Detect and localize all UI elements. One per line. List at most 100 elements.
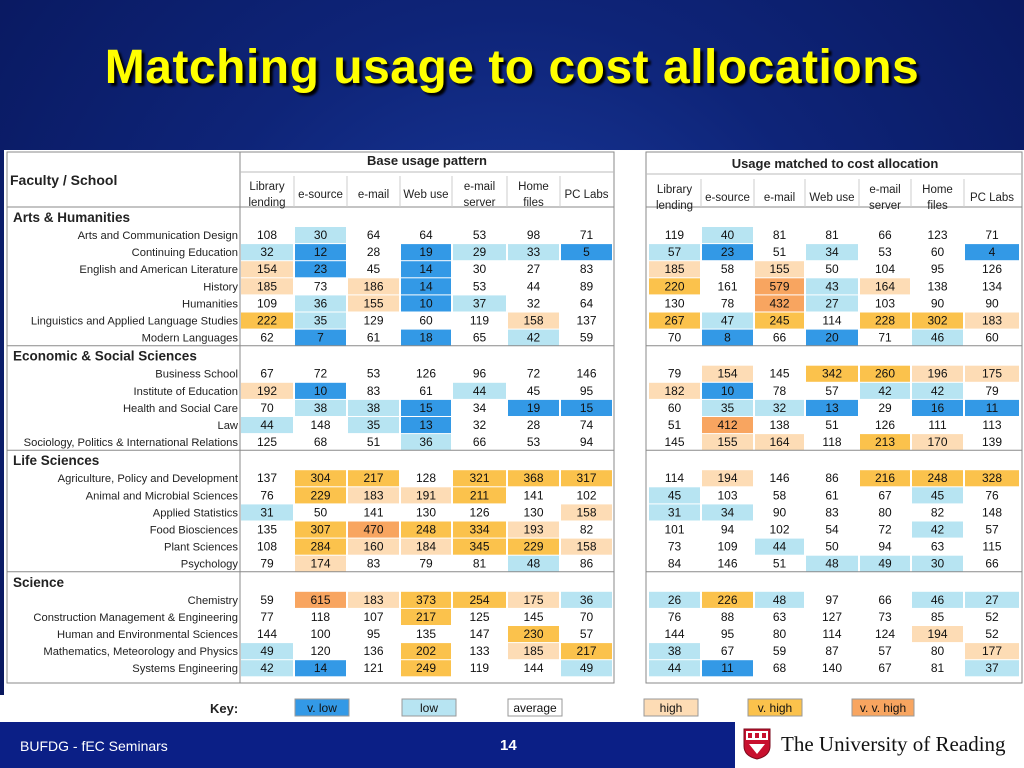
matched-value: 11 bbox=[986, 401, 999, 415]
base-cell bbox=[348, 278, 399, 295]
base-value: 175 bbox=[523, 593, 543, 607]
matched-cell bbox=[912, 329, 963, 346]
faculty-label: Chemistry bbox=[188, 595, 239, 607]
base-cell bbox=[348, 538, 399, 555]
base-value: 36 bbox=[419, 435, 433, 449]
base-value: 183 bbox=[363, 593, 383, 607]
matched-value: 71 bbox=[878, 331, 892, 345]
matched-value: 46 bbox=[931, 331, 945, 345]
base-cell bbox=[453, 295, 506, 312]
base-value: 66 bbox=[473, 435, 487, 449]
matched-value: 139 bbox=[982, 435, 1002, 449]
matched-value: 196 bbox=[927, 367, 947, 381]
base-cell bbox=[453, 591, 506, 608]
base-value: 73 bbox=[314, 279, 328, 293]
base-value: 130 bbox=[523, 505, 543, 519]
faculty-label: Psychology bbox=[181, 559, 239, 571]
base-cell bbox=[561, 399, 612, 416]
matched-cell bbox=[702, 591, 753, 608]
matched-value: 90 bbox=[985, 296, 999, 310]
matched-value: 155 bbox=[769, 262, 789, 276]
key-label: Key: bbox=[210, 701, 238, 716]
matched-cell bbox=[649, 382, 700, 399]
matched-value: 90 bbox=[931, 296, 945, 310]
base-cell bbox=[295, 470, 346, 487]
matched-value: 134 bbox=[982, 279, 1002, 293]
matched-cell bbox=[649, 261, 700, 278]
base-value: 45 bbox=[367, 262, 381, 276]
base-value: 15 bbox=[580, 401, 594, 415]
left-column-header: PC Labs bbox=[564, 189, 608, 201]
base-value: 15 bbox=[419, 401, 433, 415]
matched-value: 148 bbox=[982, 505, 1002, 519]
right-column-header: e-mail bbox=[869, 184, 900, 196]
key-item: high bbox=[660, 701, 683, 715]
base-value: 81 bbox=[473, 557, 487, 571]
matched-value: 51 bbox=[773, 245, 787, 259]
matched-cell bbox=[912, 312, 963, 329]
base-cell bbox=[508, 329, 559, 346]
matched-value: 81 bbox=[825, 228, 839, 242]
base-cell bbox=[348, 399, 399, 416]
matched-value: 27 bbox=[825, 296, 839, 310]
right-column-header: Web use bbox=[809, 192, 854, 204]
base-value: 160 bbox=[363, 540, 383, 554]
key-legend: Key: v. low low average high v. high v. v. hig… bbox=[210, 698, 915, 717]
matched-value: 66 bbox=[773, 331, 787, 345]
matched-value: 20 bbox=[825, 331, 839, 345]
left-column-header: lending bbox=[248, 197, 285, 209]
matched-value: 86 bbox=[825, 471, 839, 485]
base-value: 64 bbox=[419, 228, 433, 242]
matched-value: 31 bbox=[668, 505, 682, 519]
matched-value: 103 bbox=[875, 296, 895, 310]
base-value: 128 bbox=[416, 471, 436, 485]
base-value: 130 bbox=[416, 505, 436, 519]
matched-value: 67 bbox=[721, 644, 735, 658]
right-column-header: e-mail bbox=[764, 192, 795, 204]
faculty-label: Continuing Education bbox=[132, 247, 238, 259]
base-value: 61 bbox=[419, 384, 433, 398]
base-cell bbox=[241, 261, 293, 278]
matched-cell bbox=[702, 227, 753, 244]
matched-value: 94 bbox=[878, 540, 892, 554]
base-value: 108 bbox=[257, 228, 277, 242]
matched-value: 32 bbox=[773, 401, 787, 415]
base-value: 60 bbox=[419, 314, 433, 328]
matched-value: 76 bbox=[985, 488, 999, 502]
matched-cell bbox=[649, 504, 700, 521]
base-value: 68 bbox=[314, 435, 328, 449]
base-cell bbox=[241, 417, 293, 434]
base-value: 120 bbox=[310, 644, 330, 658]
base-value: 217 bbox=[363, 471, 383, 485]
base-cell bbox=[295, 227, 346, 244]
base-value: 154 bbox=[257, 262, 277, 276]
base-value: 126 bbox=[416, 367, 436, 381]
base-value: 44 bbox=[473, 384, 487, 398]
matched-value: 45 bbox=[668, 488, 682, 502]
base-value: 321 bbox=[469, 471, 489, 485]
matched-value: 267 bbox=[664, 314, 684, 328]
base-value: 64 bbox=[367, 228, 381, 242]
base-cell bbox=[401, 434, 451, 451]
matched-value: 48 bbox=[825, 557, 839, 571]
matched-cell bbox=[912, 470, 963, 487]
matched-cell bbox=[702, 399, 753, 416]
base-value: 193 bbox=[523, 523, 543, 537]
base-value: 13 bbox=[419, 418, 433, 432]
matched-value: 34 bbox=[825, 245, 839, 259]
matched-value: 60 bbox=[985, 331, 999, 345]
base-value: 317 bbox=[576, 471, 596, 485]
matched-cell bbox=[860, 434, 910, 451]
matched-value: 60 bbox=[931, 245, 945, 259]
base-cell bbox=[508, 538, 559, 555]
matched-cell bbox=[702, 660, 753, 677]
matched-value: 70 bbox=[668, 331, 682, 345]
matched-value: 164 bbox=[875, 279, 895, 293]
base-value: 125 bbox=[257, 435, 277, 449]
base-cell bbox=[561, 470, 612, 487]
faculty-label: Linguistics and Applied Language Studies bbox=[31, 316, 239, 328]
base-value: 145 bbox=[523, 610, 543, 624]
matched-value: 67 bbox=[878, 661, 892, 675]
base-value: 141 bbox=[363, 505, 383, 519]
right-column-header: files bbox=[927, 200, 948, 212]
